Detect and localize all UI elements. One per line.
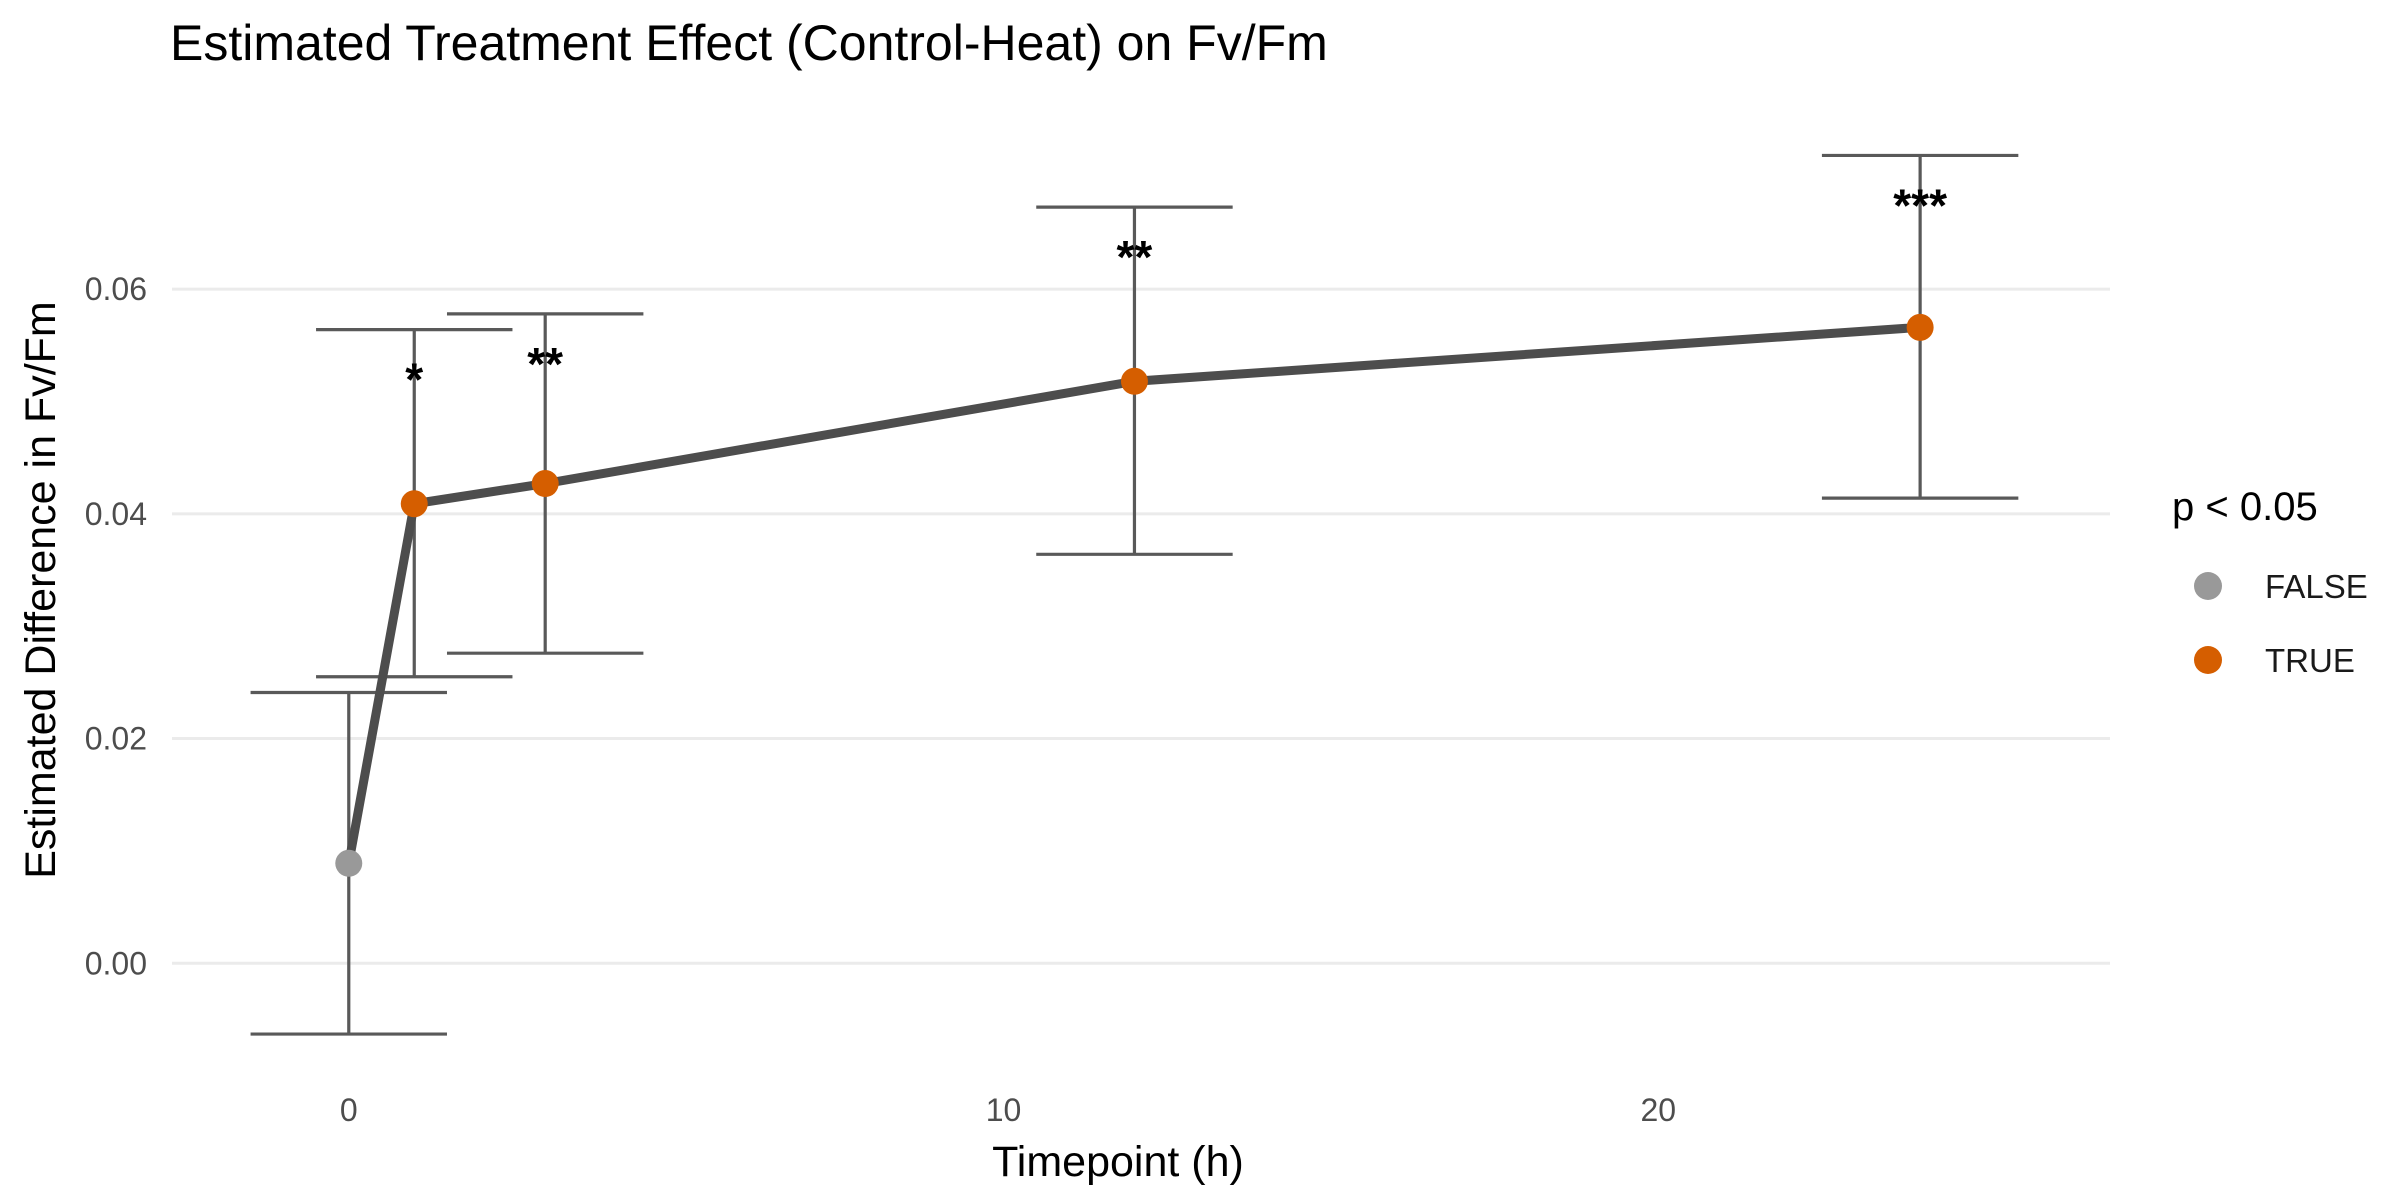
significance-label: ** [527, 338, 563, 390]
data-point [1906, 313, 1934, 341]
significance-label: * [405, 354, 423, 406]
significance-labels: * ******* [405, 179, 1947, 405]
data-point [1120, 367, 1148, 395]
y-axis-title: Estimated Difference in Fv/Fm [17, 301, 65, 879]
significance-label: ** [1117, 231, 1153, 283]
legend: p < 0.05 FALSE TRUE [2172, 485, 2368, 679]
legend-key-true [2194, 646, 2222, 674]
data-point [531, 470, 559, 498]
y-tick-label: 0.02 [85, 721, 147, 757]
data-points [335, 313, 1934, 877]
y-tick-label: 0.00 [85, 945, 147, 981]
legend-title: p < 0.05 [2172, 485, 2318, 529]
x-axis-ticks: 0 10 20 [340, 1092, 1676, 1128]
x-tick-label: 0 [340, 1092, 358, 1128]
error-bars [250, 153, 2019, 1036]
x-tick-label: 10 [986, 1092, 1022, 1128]
y-tick-label: 0.06 [85, 271, 147, 307]
x-axis-title: Timepoint (h) [992, 1138, 1244, 1186]
y-axis-ticks: 0.00 0.02 0.04 0.06 [85, 271, 147, 981]
gridlines [172, 287, 2110, 965]
legend-label: FALSE [2265, 568, 2368, 605]
data-point [335, 849, 363, 877]
chart-title: Estimated Treatment Effect (Control-Heat… [170, 15, 1328, 71]
data-point [400, 490, 428, 518]
legend-label: TRUE [2265, 642, 2355, 679]
x-tick-label: 20 [1640, 1092, 1676, 1128]
legend-key-false [2194, 572, 2222, 600]
y-tick-label: 0.04 [85, 496, 147, 532]
significance-label: *** [1893, 179, 1947, 231]
